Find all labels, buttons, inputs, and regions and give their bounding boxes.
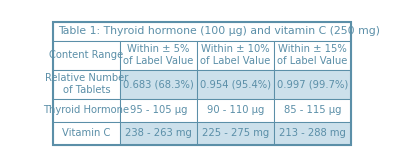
Bar xyxy=(197,70,274,99)
Text: Relative Number
of Tablets: Relative Number of Tablets xyxy=(45,73,128,95)
Bar xyxy=(197,41,274,70)
Text: 238 - 263 mg: 238 - 263 mg xyxy=(125,128,192,138)
Text: Within ± 5%
of Label Value: Within ± 5% of Label Value xyxy=(123,44,193,66)
Bar xyxy=(53,122,120,145)
Bar xyxy=(274,41,351,70)
Text: 0.683 (68.3%): 0.683 (68.3%) xyxy=(123,79,194,89)
Text: Within ± 15%
of Label Value: Within ± 15% of Label Value xyxy=(277,44,348,66)
Text: Thyroid Hormone: Thyroid Hormone xyxy=(43,105,130,115)
Text: 213 - 288 mg: 213 - 288 mg xyxy=(279,128,346,138)
Bar xyxy=(274,70,351,99)
Bar xyxy=(120,41,197,70)
Bar xyxy=(53,99,120,122)
Text: Vitamin C: Vitamin C xyxy=(62,128,111,138)
Bar xyxy=(120,99,197,122)
Bar xyxy=(53,22,351,41)
Text: Content Range: Content Range xyxy=(49,50,124,60)
Bar xyxy=(197,99,274,122)
Bar xyxy=(53,70,120,99)
Text: 90 - 110 μg: 90 - 110 μg xyxy=(206,105,264,115)
Bar xyxy=(274,99,351,122)
Text: 0.954 (95.4%): 0.954 (95.4%) xyxy=(200,79,271,89)
Text: Within ± 10%
of Label Value: Within ± 10% of Label Value xyxy=(200,44,271,66)
Bar xyxy=(53,41,120,70)
Text: 85 - 115 μg: 85 - 115 μg xyxy=(284,105,341,115)
Bar xyxy=(120,70,197,99)
Bar xyxy=(274,122,351,145)
Bar xyxy=(120,122,197,145)
Text: Table 1: Thyroid hormone (100 μg) and vitamin C (250 mg): Table 1: Thyroid hormone (100 μg) and vi… xyxy=(58,26,381,36)
Text: 95 - 105 μg: 95 - 105 μg xyxy=(130,105,187,115)
Text: 0.997 (99.7%): 0.997 (99.7%) xyxy=(277,79,348,89)
Bar xyxy=(197,122,274,145)
Text: 225 - 275 mg: 225 - 275 mg xyxy=(202,128,269,138)
